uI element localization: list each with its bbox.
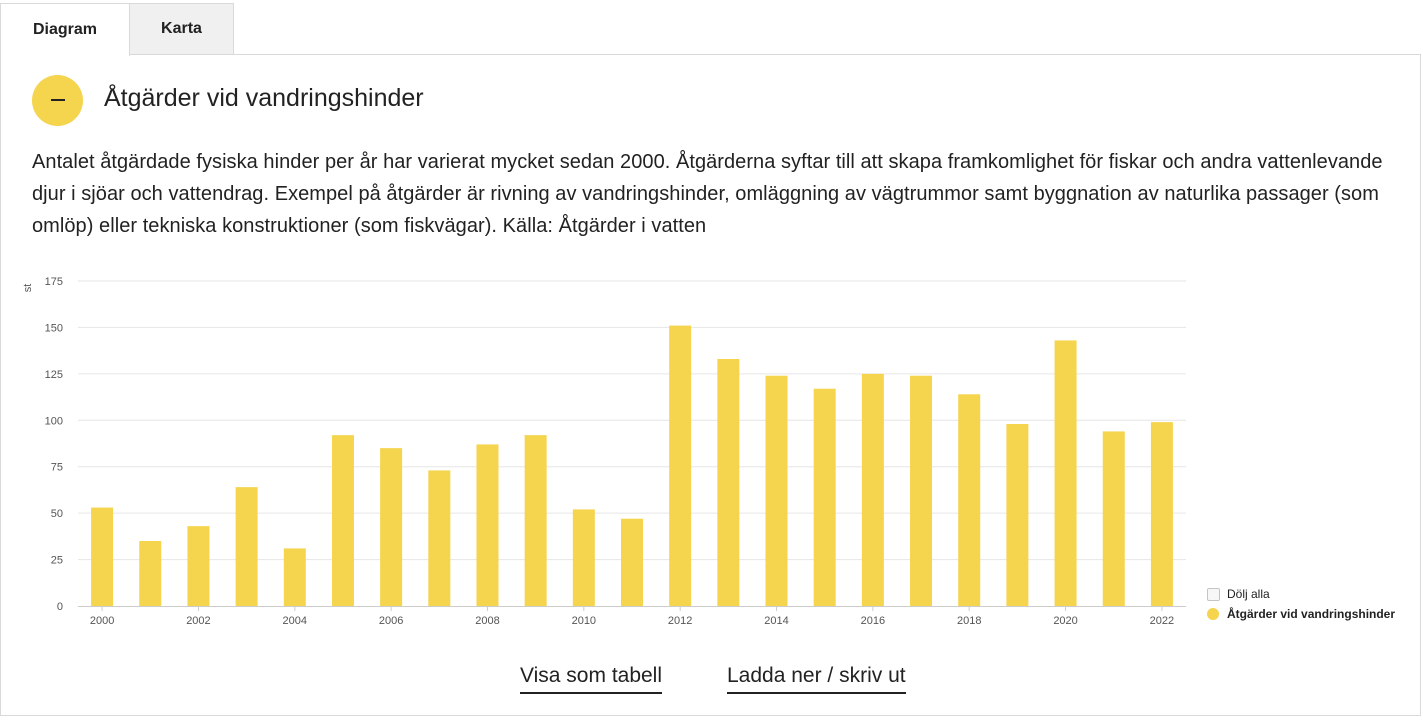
legend-series-label: Åtgärder vid vandringshinder: [1227, 607, 1396, 621]
x-tick-label: 2016: [861, 615, 885, 627]
y-tick-label: 150: [45, 322, 63, 334]
bar: [524, 435, 547, 606]
bar: [428, 470, 451, 606]
bar: [139, 541, 162, 606]
y-axis-label: st: [22, 284, 34, 293]
x-tick-label: 2002: [186, 615, 210, 627]
section-title: Åtgärder vid vandringshinder: [104, 84, 424, 112]
bar: [1054, 340, 1077, 606]
download-print-link[interactable]: Ladda ner / skriv ut: [727, 664, 906, 694]
x-tick-label: 2020: [1053, 615, 1077, 627]
section-description: Antalet åtgärdade fysiska hinder per år …: [32, 151, 1383, 237]
y-tick-label: 175: [45, 276, 63, 288]
minus-icon: [51, 99, 65, 101]
x-tick-label: 2014: [764, 615, 788, 627]
x-tick-label: 2018: [957, 615, 981, 627]
bar: [235, 487, 258, 606]
chart-bars: [91, 325, 1173, 606]
show-table-link[interactable]: Visa som tabell: [520, 664, 663, 694]
bar: [380, 448, 403, 606]
chart-legend: Dölj alla Åtgärder vid vandringshinder: [1207, 584, 1395, 624]
x-tick-label: 2022: [1150, 615, 1174, 627]
hide-all-toggle[interactable]: Dölj alla: [1207, 584, 1395, 604]
tab-bar: Diagram Karta: [0, 3, 234, 56]
bar: [1102, 431, 1125, 606]
hide-all-label: Dölj alla: [1227, 587, 1270, 601]
bar: [669, 325, 692, 606]
x-tick-label: 2010: [572, 615, 596, 627]
y-axis-ticks: 0 25 50 75 100 125 150 175: [45, 276, 63, 613]
legend-dot-icon: [1207, 608, 1219, 620]
x-tick-label: 2000: [90, 615, 114, 627]
bar: [621, 518, 643, 606]
bar: [910, 375, 933, 606]
bar: [765, 375, 788, 606]
bar: [861, 373, 884, 606]
x-tick-label: 2008: [475, 615, 499, 627]
hide-all-checkbox[interactable]: [1207, 587, 1220, 601]
bar: [187, 526, 210, 606]
bar: [91, 507, 114, 606]
legend-item-series[interactable]: Åtgärder vid vandringshinder: [1207, 604, 1395, 624]
y-tick-label: 75: [51, 462, 63, 474]
bar: [717, 359, 740, 606]
chart-gridlines: [78, 280, 1186, 561]
bar: [572, 509, 595, 606]
y-tick-label: 100: [45, 415, 63, 427]
y-tick-label: 25: [51, 555, 63, 567]
bar: [476, 444, 499, 606]
tab-karta[interactable]: Karta: [129, 3, 234, 54]
y-tick-label: 0: [57, 601, 63, 613]
x-tick-label: 2004: [283, 615, 307, 627]
bar: [1150, 422, 1173, 606]
x-tick-label: 2006: [379, 615, 403, 627]
collapse-toggle-button[interactable]: [32, 75, 83, 126]
y-tick-label: 125: [45, 369, 63, 381]
bar: [283, 548, 306, 606]
tab-diagram[interactable]: Diagram: [0, 3, 130, 56]
bar: [958, 394, 981, 606]
bar: [1006, 424, 1029, 606]
x-axis-ticks: 2000 2002 2004 2006 2008 2010 2012 2014 2016 2018…: [90, 606, 1174, 627]
x-tick-label: 2012: [668, 615, 692, 627]
y-tick-label: 50: [51, 508, 63, 520]
bar: [813, 388, 836, 606]
bar: [331, 435, 354, 606]
